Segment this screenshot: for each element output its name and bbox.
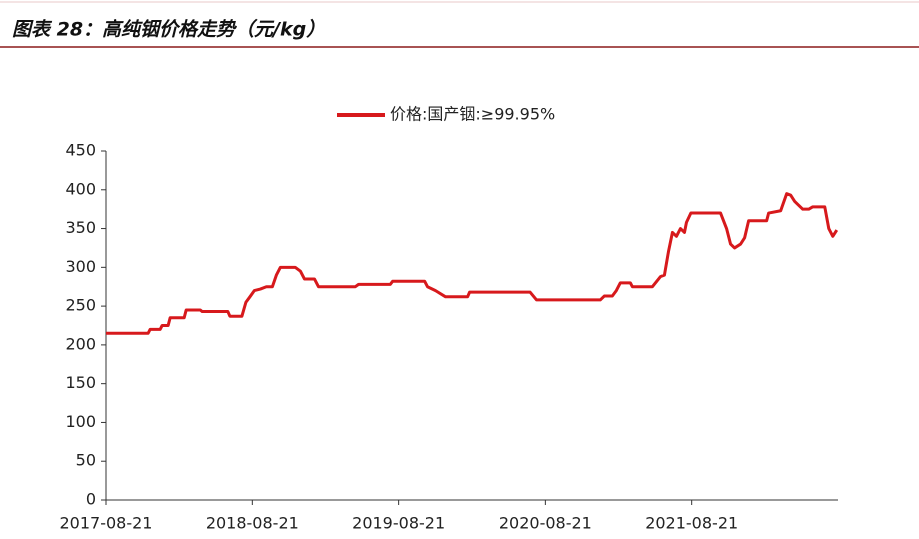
y-tick-label: 450 [65, 141, 96, 160]
y-tick-label: 150 [65, 373, 96, 392]
y-tick-label: 400 [65, 179, 96, 198]
x-tick-label: 2020-08-21 [499, 514, 592, 533]
y-tick-label: 350 [65, 218, 96, 237]
chart-title: 图表 28：高纯铟价格走势（元/kg） [12, 19, 325, 41]
x-tick-label: 2017-08-21 [60, 514, 153, 533]
legend-label: 价格:国产铟:≥99.95% [390, 105, 555, 124]
x-tick-label: 2021-08-21 [645, 514, 738, 533]
y-tick-label: 100 [65, 412, 96, 431]
series-line [106, 192, 839, 335]
x-tick-label: 2019-08-21 [352, 514, 445, 533]
y-tick-label: 50 [76, 451, 96, 470]
y-tick-label: 250 [65, 296, 96, 315]
y-tick-label: 300 [65, 257, 96, 276]
x-tick-label: 2018-08-21 [206, 514, 299, 533]
y-tick-label: 200 [65, 334, 96, 353]
y-tick-label: 0 [86, 490, 96, 509]
